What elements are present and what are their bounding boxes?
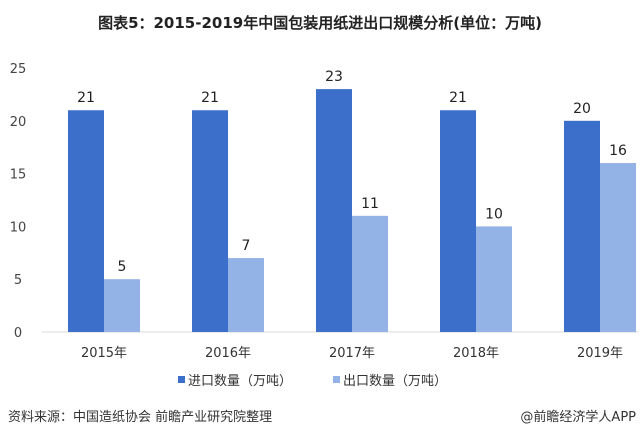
data-label: 10	[485, 206, 503, 222]
data-label: 7	[242, 238, 251, 254]
x-tick-label: 2017年	[329, 346, 375, 361]
bar-import	[68, 110, 104, 333]
y-tick-label: 25	[10, 62, 27, 77]
bar-import	[192, 110, 228, 333]
bar-export	[476, 226, 512, 332]
bar-export	[228, 258, 264, 332]
bar-export	[104, 279, 140, 332]
legend-swatch	[178, 376, 185, 383]
bar-export	[352, 215, 388, 332]
y-tick-label: 5	[14, 273, 22, 288]
x-tick-label: 2015年	[81, 346, 127, 361]
y-tick-label: 15	[10, 168, 27, 183]
data-label: 16	[609, 143, 627, 159]
bar-export	[600, 163, 636, 332]
credit: @前瞻经济学人APP	[520, 410, 636, 425]
data-label: 20	[573, 101, 591, 117]
data-label: 23	[325, 69, 343, 85]
x-tick-label: 2016年	[205, 346, 251, 361]
legend-label: 进口数量（万吨）	[188, 374, 292, 389]
bar-import	[564, 120, 600, 332]
source-note: 资料来源：中国造纸协会 前瞻产业研究院整理	[8, 410, 273, 425]
x-tick-label: 2019年	[577, 346, 623, 361]
data-label: 11	[361, 196, 379, 212]
x-tick-label: 2018年	[453, 346, 499, 361]
data-label: 21	[201, 90, 219, 106]
data-label: 5	[118, 259, 127, 275]
legend-swatch	[333, 376, 340, 383]
y-tick-label: 0	[14, 326, 22, 341]
bar-import	[316, 89, 352, 333]
bar-import	[440, 110, 476, 333]
chart-title: 图表5：2015-2019年中国包装用纸进出口规模分析(单位：万吨)	[98, 14, 542, 32]
y-tick-label: 10	[10, 220, 27, 235]
y-tick-label: 20	[10, 115, 27, 130]
data-label: 21	[77, 90, 95, 106]
data-label: 21	[449, 90, 467, 106]
legend-label: 出口数量（万吨）	[343, 374, 447, 389]
